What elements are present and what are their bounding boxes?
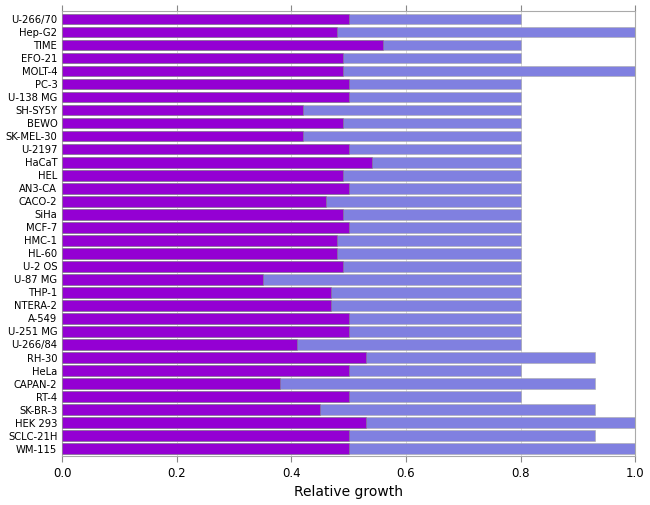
Bar: [62, 209, 521, 220]
Bar: [62, 405, 320, 415]
Bar: [62, 144, 348, 155]
Bar: [62, 300, 521, 311]
Bar: [62, 248, 337, 259]
Bar: [62, 79, 521, 89]
Bar: [62, 92, 348, 103]
Bar: [62, 287, 521, 298]
Bar: [62, 365, 521, 376]
Bar: [62, 352, 595, 363]
Bar: [62, 274, 263, 285]
Bar: [62, 352, 366, 363]
Bar: [62, 105, 521, 116]
Bar: [62, 417, 366, 428]
Bar: [62, 430, 595, 441]
Bar: [62, 66, 343, 76]
Bar: [62, 313, 521, 324]
Bar: [62, 443, 635, 454]
Bar: [62, 118, 521, 128]
Bar: [62, 261, 343, 272]
Bar: [62, 131, 303, 141]
Bar: [62, 443, 348, 454]
Bar: [62, 53, 343, 63]
Bar: [62, 196, 326, 207]
Bar: [62, 131, 521, 141]
Bar: [62, 274, 521, 285]
Bar: [62, 66, 635, 76]
Bar: [62, 391, 521, 402]
Bar: [62, 170, 521, 180]
Bar: [62, 326, 521, 337]
Bar: [62, 235, 337, 245]
Bar: [62, 170, 343, 180]
Bar: [62, 235, 521, 245]
Bar: [62, 378, 280, 389]
Bar: [62, 222, 348, 233]
Bar: [62, 105, 303, 116]
Bar: [62, 39, 521, 50]
Bar: [62, 196, 521, 207]
Bar: [62, 27, 337, 37]
Bar: [62, 14, 521, 24]
Bar: [62, 183, 521, 193]
Bar: [62, 326, 348, 337]
Bar: [62, 39, 383, 50]
Bar: [62, 53, 521, 63]
Bar: [62, 27, 635, 37]
Bar: [62, 378, 595, 389]
Bar: [62, 339, 297, 350]
Bar: [62, 300, 332, 311]
Bar: [62, 222, 521, 233]
Bar: [62, 339, 521, 350]
Bar: [62, 287, 332, 298]
Bar: [62, 118, 343, 128]
Bar: [62, 261, 521, 272]
Bar: [62, 79, 348, 89]
Bar: [62, 92, 521, 103]
Bar: [62, 183, 348, 193]
Bar: [62, 313, 348, 324]
Bar: [62, 157, 372, 168]
Bar: [62, 417, 635, 428]
Bar: [62, 405, 595, 415]
Bar: [62, 248, 521, 259]
Bar: [62, 391, 348, 402]
Bar: [62, 157, 521, 168]
Bar: [62, 14, 348, 24]
Bar: [62, 144, 521, 155]
Bar: [62, 209, 343, 220]
Bar: [62, 365, 348, 376]
Bar: [62, 430, 348, 441]
X-axis label: Relative growth: Relative growth: [294, 485, 403, 499]
